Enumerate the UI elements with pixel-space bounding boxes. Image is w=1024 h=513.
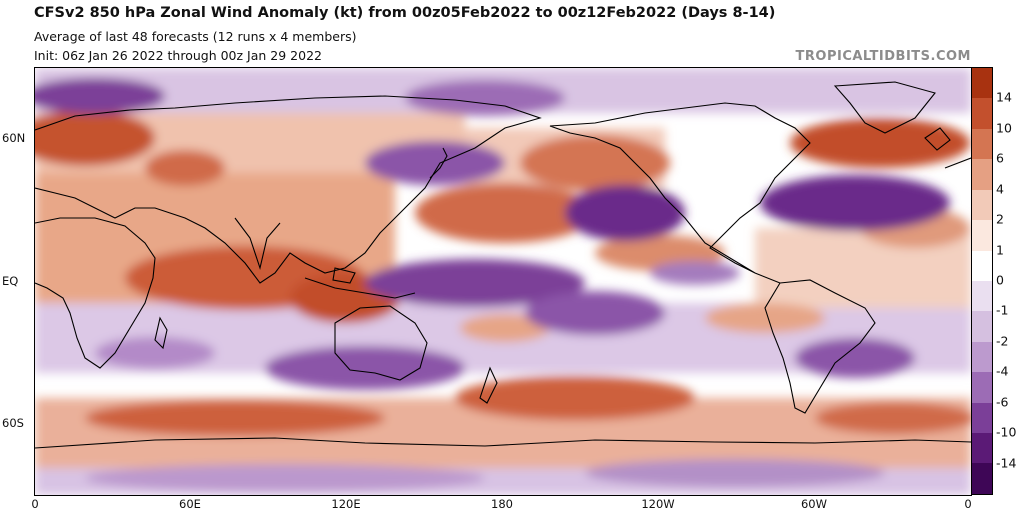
watermark-tropicaltidbits: TROPICALTIDBITS.COM xyxy=(795,49,971,64)
colorbar-segment xyxy=(972,220,992,251)
lon-label-60e: 60E xyxy=(179,497,201,511)
map-panel xyxy=(34,67,972,496)
colorbar-tick-label: -1 xyxy=(996,302,1009,318)
chart-subtitle-forecasts: Average of last 48 forecasts (12 runs x … xyxy=(34,29,357,44)
colorbar-segment xyxy=(972,189,992,221)
colorbar-tick-label: 10 xyxy=(996,120,1012,136)
colorbar-segment xyxy=(972,250,992,281)
lon-label-0-right: 0 xyxy=(964,497,972,511)
colorbar-segment xyxy=(972,433,992,464)
coastlines xyxy=(35,81,971,449)
colorbar-tick-label: -2 xyxy=(996,333,1009,349)
colorbar-segment xyxy=(972,159,992,190)
colorbar-tick-label: 1 xyxy=(996,242,1004,258)
chart-title: CFSv2 850 hPa Zonal Wind Anomaly (kt) fr… xyxy=(34,5,776,21)
lon-label-0-left: 0 xyxy=(31,497,39,511)
colorbar-tick-label: -14 xyxy=(996,455,1017,471)
colorbar-segment xyxy=(972,341,992,373)
colorbar-segment xyxy=(972,68,992,99)
colorbar-tick-label: -4 xyxy=(996,363,1009,379)
lat-label-60s: 60S xyxy=(2,416,24,430)
colorbar-segment xyxy=(972,311,992,342)
lon-label-180: 180 xyxy=(491,497,513,511)
colorbar-tick-label: 2 xyxy=(996,211,1004,227)
colorbar-segment xyxy=(972,402,992,434)
lon-label-120e: 120E xyxy=(331,497,361,511)
colorbar-segment xyxy=(972,463,992,494)
colorbar-tick-label: -10 xyxy=(996,424,1017,440)
anomaly-shading xyxy=(35,68,971,495)
anomaly-map xyxy=(35,68,971,495)
colorbar-tick-label: 4 xyxy=(996,181,1004,197)
colorbar-tick-label: 14 xyxy=(996,89,1012,105)
chart-subtitle-init: Init: 06z Jan 26 2022 through 00z Jan 29… xyxy=(34,48,322,63)
lat-label-60n: 60N xyxy=(2,131,26,145)
colorbar-segment xyxy=(972,98,992,129)
lon-label-120w: 120W xyxy=(641,497,675,511)
colorbar xyxy=(971,67,993,495)
colorbar-tick-label: 0 xyxy=(996,272,1004,288)
lat-label-eq: EQ xyxy=(2,274,19,288)
colorbar-tick-label: 6 xyxy=(996,150,1004,166)
lon-label-60w: 60W xyxy=(800,497,828,511)
colorbar-segment xyxy=(972,280,992,312)
colorbar-segment xyxy=(972,128,992,160)
colorbar-tick-label: -6 xyxy=(996,394,1009,410)
colorbar-segment xyxy=(972,372,992,403)
